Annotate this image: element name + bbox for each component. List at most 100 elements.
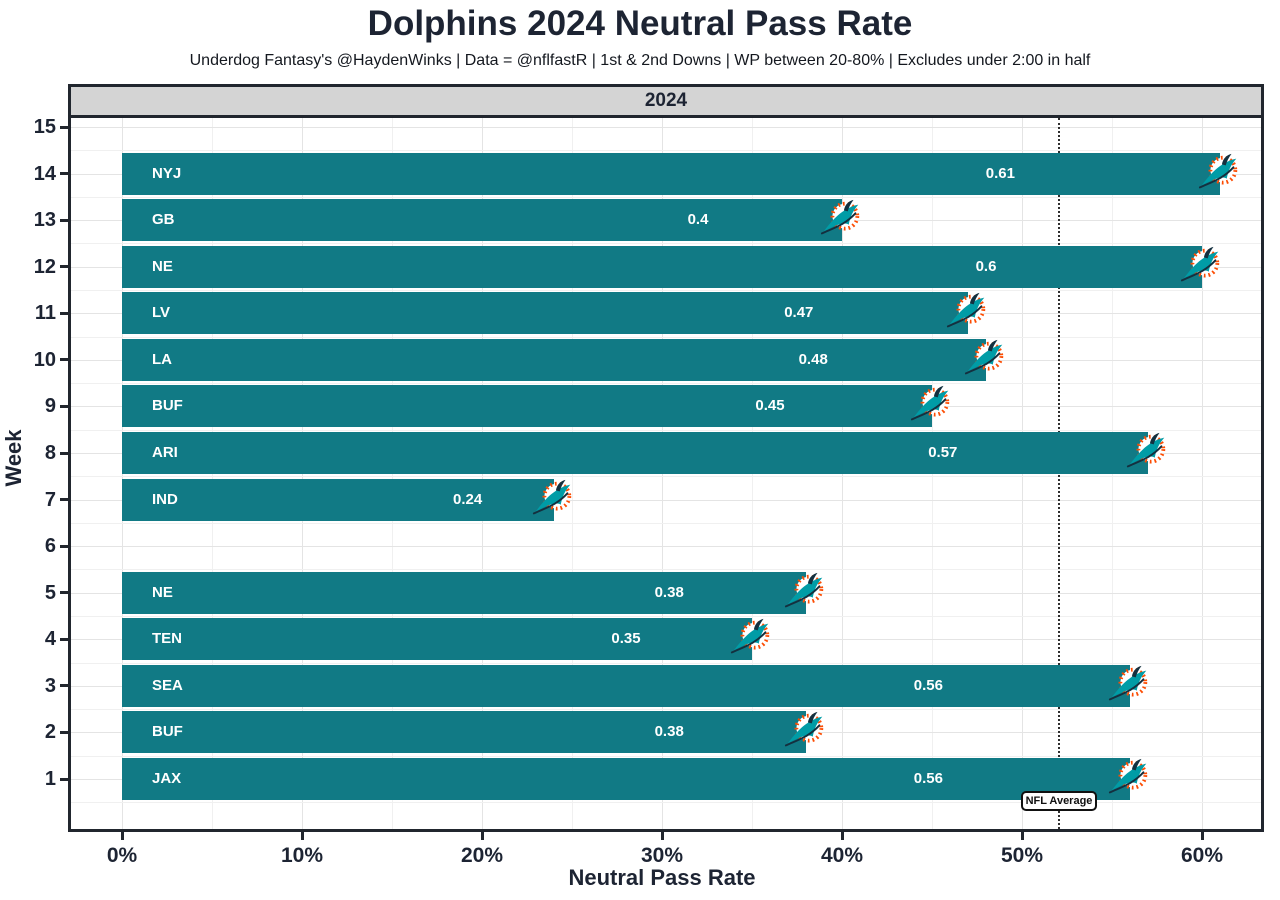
gridline-y-major [71,499,1261,501]
y-axis-tick [60,172,68,176]
bar-opponent-label: LA [152,350,172,368]
bar-value-label: 0.4 [687,211,709,229]
x-tick-label: 60% [1180,844,1224,867]
facet-strip: 2024 [71,87,1261,118]
bar-value-label: 0.45 [755,397,785,415]
y-tick-label: 12 [33,255,56,278]
gridline-y-major [71,546,1261,548]
gridline-y-minor [71,569,1261,571]
bar-value-label: 0.56 [913,770,943,787]
bar-opponent-label: NE [152,583,173,601]
x-tick-label: 0% [106,844,138,867]
gridline-y-minor [71,755,1261,757]
y-tick-label: 11 [34,302,56,325]
bar-value-label: 0.56 [913,676,943,694]
bar-opponent-label: GB [152,211,175,229]
dolphins-logo-icon [910,386,950,421]
bar-value-label: 0.24 [452,490,483,508]
bar: GB 0.4 [122,199,842,242]
gridline-y-minor [71,290,1261,291]
y-tick-label: 14 [33,162,56,185]
gridline-y-minor [71,243,1261,245]
y-axis-tick [60,311,68,315]
x-axis-tick [120,832,124,840]
bar: IND 0.24 [122,478,554,521]
dolphins-logo-icon [946,293,986,328]
x-axis-tick [840,832,844,840]
y-axis-tick [60,218,68,222]
bar-opponent-label: ARI [152,444,178,461]
bar-opponent-label: NYJ [152,164,182,182]
y-axis-tick [60,730,68,734]
facet-strip-label: 2024 [644,90,688,111]
bar: NE 0.6 [122,245,1202,288]
y-tick-label: 1 [44,768,56,790]
y-axis-tick [60,777,68,781]
gridline-x-major [1202,118,1203,829]
gridline-y-minor [71,476,1261,478]
bar-value-label: 0.35 [611,630,641,648]
y-tick-label: 5 [44,581,56,604]
x-tick-label: 20% [460,844,504,867]
gridline-y-minor [71,709,1261,711]
x-axis-tick [300,832,304,840]
y-axis-tick [60,498,68,502]
y-axis-tick [60,637,68,641]
bar-opponent-label: TEN [152,630,182,648]
dolphins-logo-icon [784,712,824,747]
gridline-y-minor [71,336,1261,338]
dolphins-logo-icon [532,479,572,514]
y-tick-label: 7 [44,488,56,511]
bar-opponent-label: BUF [152,723,183,741]
page-subtitle: Underdog Fantasy's @HaydenWinks | Data =… [189,52,1091,69]
bar: BUF 0.45 [122,385,932,428]
bar: LA 0.48 [122,338,986,381]
bar-value-label: 0.61 [985,164,1015,182]
gridline-y-minor [71,150,1261,152]
y-axis-tick [60,591,68,595]
bar-value-label: 0.47 [784,304,814,322]
plot-panel: NFL Average NYJ 0.61 GB 0.4 NE 0.6 LV 0.47 L… [71,118,1261,829]
x-axis-tick [480,832,484,840]
y-axis-tick [60,125,68,129]
dolphins-logo-icon [964,339,1004,375]
bar-opponent-label: BUF [152,397,183,415]
x-axis-tick [1200,832,1204,840]
bar: SEA 0.56 [122,664,1130,707]
y-tick-label: 2 [44,721,56,744]
gridline-y-minor [71,616,1261,617]
bar: JAX 0.56 [122,758,1130,800]
y-axis-tick [60,544,68,548]
x-tick-label: 40% [820,844,864,867]
bar: TEN 0.35 [122,618,752,661]
y-tick-label: 6 [44,535,56,558]
y-axis-tick [60,451,68,455]
bar: BUF 0.38 [122,711,806,754]
y-axis-tick [60,404,68,408]
y-axis-tick [60,265,68,269]
y-axis-tick [60,684,68,688]
bar-opponent-label: NE [152,257,173,275]
gridline-y-major [71,127,1261,129]
gridline-y-minor [71,429,1261,431]
x-tick-label: 50% [1000,844,1044,867]
y-axis-tick [60,358,68,362]
dolphins-logo-icon [730,619,770,654]
bar: LV 0.47 [122,292,968,335]
nfl-average-label: NFL Average [1021,791,1097,811]
y-tick-label: 9 [44,395,56,418]
bar-value-label: 0.6 [975,257,997,275]
y-tick-label: 8 [44,442,56,464]
x-tick-label: 30% [640,844,684,867]
bar: NE 0.38 [122,571,806,614]
y-tick-label: 3 [44,674,56,697]
bar-opponent-label: JAX [152,770,182,787]
x-axis-tick [1020,832,1024,840]
gridline-y-minor [71,802,1261,804]
y-tick-label: 4 [44,628,56,651]
x-tick-label: 10% [280,844,324,867]
chart-frame: 2024 NFL Average NYJ 0.61 GB 0.4 NE 0.6 LV 0… [68,84,1264,832]
dolphins-logo-icon [1108,665,1148,701]
x-axis-tick [660,832,664,840]
